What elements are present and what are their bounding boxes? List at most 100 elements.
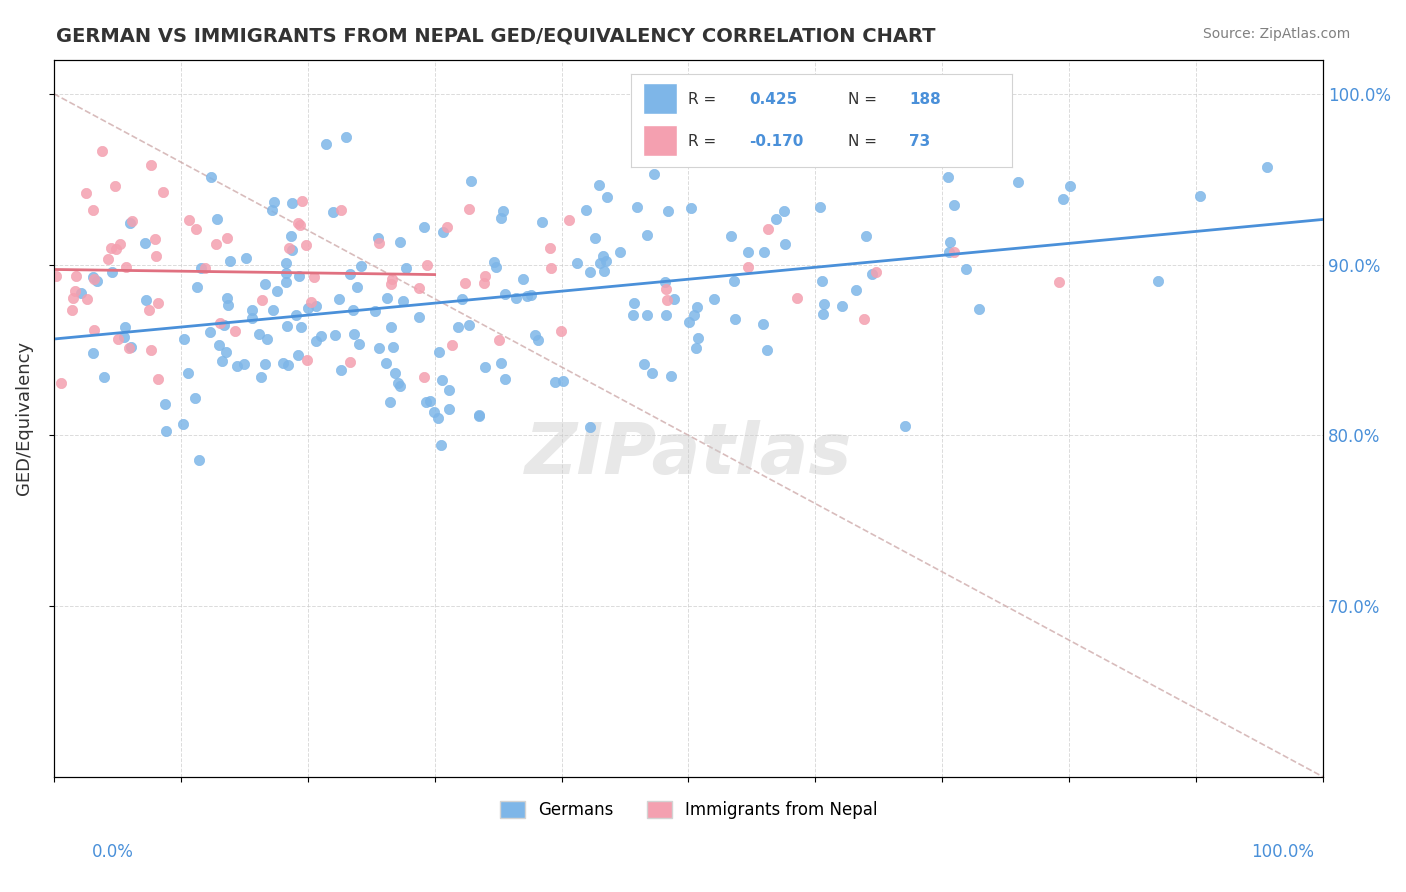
Point [565,256,588,270]
Point [938,245,960,260]
Point [305,300,328,314]
Point [262,303,284,318]
Point [83,323,105,337]
Point [288,268,311,283]
Point [558,212,581,227]
Point [824,151,846,165]
Point [380,277,402,291]
Point [659,369,682,384]
Point [184,391,207,405]
Point [583,231,606,245]
Point [845,283,868,297]
Point [579,420,602,434]
Point [550,324,572,338]
Point [172,417,194,431]
Point [186,222,208,236]
Point [302,270,325,285]
Point [986,119,1008,133]
Point [588,178,610,192]
Point [284,308,307,322]
Point [688,331,710,345]
Point [45,269,67,284]
Point [277,358,299,372]
Point [942,198,965,212]
Point [346,280,368,294]
Point [588,256,610,270]
Point [609,244,631,259]
Point [299,295,322,310]
Point [145,249,167,263]
Point [1146,274,1168,288]
Point [474,359,496,374]
Point [454,276,477,290]
Point [335,129,357,144]
Point [219,253,242,268]
Point [83,272,105,286]
Point [592,249,614,263]
Point [280,244,302,258]
Point [678,315,700,329]
Point [177,213,200,227]
Point [636,227,658,242]
Point [274,256,297,270]
Point [681,202,703,216]
Point [86,274,108,288]
Point [468,409,491,423]
Point [146,296,169,310]
Point [641,366,664,380]
Point [260,202,283,217]
Point [274,275,297,289]
Point [685,341,707,355]
Point [135,293,157,308]
Point [93,370,115,384]
Point [198,325,221,339]
Point [860,267,883,281]
Point [276,318,298,333]
Point [139,343,162,357]
Point [374,355,396,369]
Point [1188,189,1211,203]
Point [146,372,169,386]
Point [1052,192,1074,206]
Text: Source: ZipAtlas.com: Source: ZipAtlas.com [1202,27,1350,41]
Point [765,212,787,227]
Point [49,376,72,391]
Point [330,363,353,377]
Point [82,202,104,217]
Point [112,329,135,343]
Point [76,292,98,306]
Point [375,291,398,305]
Point [177,367,200,381]
Point [664,292,686,306]
Point [155,424,177,438]
Point [575,203,598,218]
Point [720,228,742,243]
Point [330,202,353,217]
Point [654,275,676,289]
Point [291,194,314,209]
Y-axis label: GED/Equivalency: GED/Equivalency [15,341,32,495]
Point [305,334,328,348]
Point [281,196,304,211]
Point [621,308,644,322]
Point [91,144,114,158]
Point [235,252,257,266]
Point [254,357,277,371]
Point [637,308,659,322]
Point [323,328,346,343]
Point [215,231,238,245]
Text: ZIPatlas: ZIPatlas [524,419,852,489]
Point [367,341,389,355]
Point [141,158,163,172]
Point [382,340,405,354]
Point [186,280,208,294]
Point [655,293,678,307]
Point [153,397,176,411]
Point [254,277,277,291]
Point [395,260,418,275]
Point [242,302,264,317]
Point [70,285,93,300]
Point [309,328,332,343]
Point [387,376,409,391]
Point [364,303,387,318]
